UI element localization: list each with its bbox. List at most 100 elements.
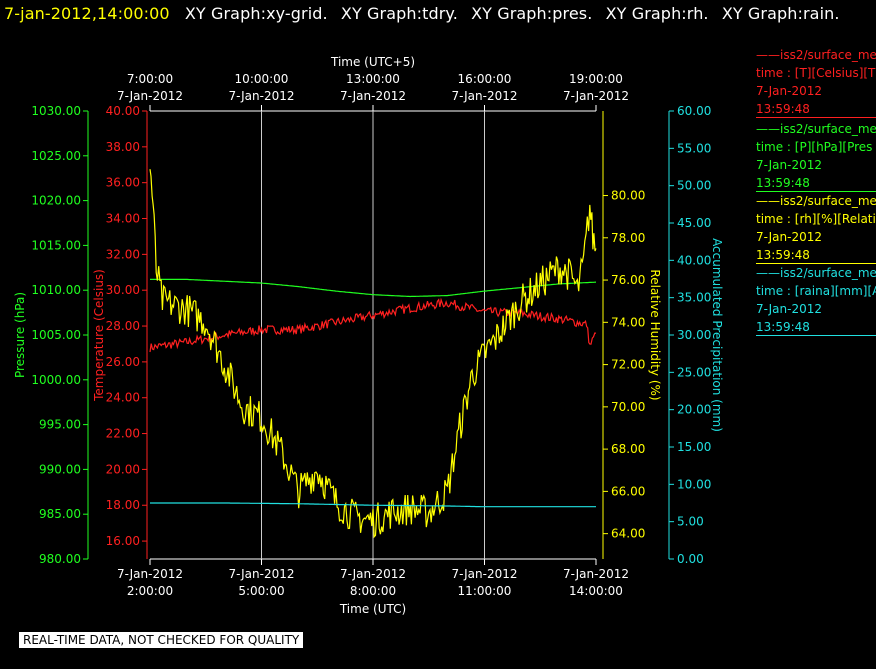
graph-name-xy-grid[interactable]: XY Graph:xy-grid. — [184, 4, 328, 23]
legend-time: 13:59:48 — [756, 248, 810, 262]
temperature-tick-label: 22.00 — [106, 427, 140, 441]
rain-tick-label: 35.00 — [677, 291, 711, 305]
legend-divider — [756, 263, 876, 264]
temperature-tick-label: 18.00 — [106, 498, 140, 512]
pressure-tick-label: 1005.00 — [31, 328, 81, 342]
pressure-tick-label: 995.00 — [39, 418, 81, 432]
temperature-tick-label: 28.00 — [106, 319, 140, 333]
temperature-tick-label: 16.00 — [106, 534, 140, 548]
header-datetime: 7-jan-2012,14:00:00 — [4, 4, 170, 23]
quality-warning: REAL-TIME DATA, NOT CHECKED FOR QUALITY — [19, 632, 304, 648]
legend-series-name: ——iss2/surface_me — [756, 122, 876, 136]
temperature-tick-label: 40.00 — [106, 104, 140, 118]
legend-divider — [756, 117, 876, 118]
legend-date: 7-Jan-2012 — [756, 230, 822, 244]
rain-tick-label: 10.00 — [677, 477, 711, 491]
rain-tick-label: 0.00 — [677, 552, 704, 566]
temperature-series-line — [149, 297, 597, 353]
x-tick-label-bottom-date: 7-Jan-2012 — [117, 567, 183, 581]
legend-entry-rh[interactable]: ——iss2/surface_me time : [rh][%][Relati … — [756, 192, 876, 264]
legend-series-name: ——iss2/surface_me — [756, 266, 876, 280]
x-tick-label-top-time: 7:00:00 — [127, 72, 173, 86]
temperature-tick-label: 20.00 — [106, 462, 140, 476]
rh-tick-label: 66.00 — [611, 484, 645, 498]
rh-tick-label: 70.00 — [611, 400, 645, 414]
pressure-tick-label: 980.00 — [39, 552, 81, 566]
rh-tick-label: 80.00 — [611, 189, 645, 203]
rh-tick-label: 76.00 — [611, 273, 645, 287]
temperature-tick-label: 36.00 — [106, 176, 140, 190]
x-tick-label-top-date: 7-Jan-2012 — [117, 89, 183, 103]
pressure-tick-label: 1025.00 — [31, 149, 81, 163]
rain-tick-label: 15.00 — [677, 440, 711, 454]
x-tick-label-bottom-time: 11:00:00 — [458, 584, 512, 598]
rain-tick-label: 25.00 — [677, 365, 711, 379]
graph-name-tdry[interactable]: XY Graph:tdry. — [340, 4, 458, 23]
temperature-axis-title: Temperature (Celsius) — [92, 269, 106, 402]
x-tick-label-bottom-date: 7-Jan-2012 — [563, 567, 629, 581]
pressure-tick-label: 990.00 — [39, 462, 81, 476]
rh-tick-label: 78.00 — [611, 231, 645, 245]
graph-name-pres[interactable]: XY Graph:pres. — [471, 4, 593, 23]
rh-axis-title: Relative Humidity (%) — [648, 269, 662, 400]
legend-series-name: ——iss2/surface_me — [756, 48, 876, 62]
temperature-tick-label: 24.00 — [106, 391, 140, 405]
rain-tick-label: 5.00 — [677, 515, 704, 529]
pressure-tick-label: 1010.00 — [31, 283, 81, 297]
rh-tick-label: 74.00 — [611, 315, 645, 329]
x-tick-label-top-date: 7-Jan-2012 — [452, 89, 518, 103]
legend-time: 13:59:48 — [756, 320, 810, 334]
temperature-tick-label: 32.00 — [106, 247, 140, 261]
x-tick-label-bottom-time: 8:00:00 — [350, 584, 396, 598]
legend-time: 13:59:48 — [756, 176, 810, 190]
x-tick-label-top-date: 7-Jan-2012 — [563, 89, 629, 103]
rain-tick-label: 55.00 — [677, 141, 711, 155]
legend-series-desc: time : [P][hPa][Pres — [756, 140, 873, 154]
legend-series-desc: time : [raina][mm][A — [756, 284, 876, 298]
x-axis-label-bottom: Time (UTC) — [339, 602, 406, 616]
legend-series-desc: time : [rh][%][Relati — [756, 212, 876, 226]
legend-divider — [756, 335, 876, 336]
x-tick-label-bottom-date: 7-Jan-2012 — [452, 567, 518, 581]
rh-tick-label: 64.00 — [611, 527, 645, 541]
legend-date: 7-Jan-2012 — [756, 84, 822, 98]
x-tick-label-bottom-date: 7-Jan-2012 — [340, 567, 406, 581]
x-tick-label-bottom-date: 7-Jan-2012 — [229, 567, 295, 581]
x-tick-label-top-time: 10:00:00 — [235, 72, 289, 86]
temperature-tick-label: 34.00 — [106, 212, 140, 226]
x-tick-label-top-date: 7-Jan-2012 — [229, 89, 295, 103]
rain-tick-label: 50.00 — [677, 179, 711, 193]
x-axis-label-top: Time (UTC+5) — [330, 55, 415, 69]
legend-entry-pressure[interactable]: ——iss2/surface_me time : [P][hPa][Pres 7… — [756, 120, 876, 192]
pressure-tick-label: 1030.00 — [31, 104, 81, 118]
rain-axis-title: Accumulated Precipitation (mm) — [710, 238, 724, 432]
x-tick-label-bottom-time: 5:00:00 — [238, 584, 284, 598]
legend-entry-rain[interactable]: ——iss2/surface_me time : [raina][mm][A 7… — [756, 264, 876, 336]
rain-tick-label: 60.00 — [677, 104, 711, 118]
temperature-tick-label: 38.00 — [106, 140, 140, 154]
temperature-tick-label: 30.00 — [106, 283, 140, 297]
rain-series-line — [150, 502, 596, 508]
legend-date: 7-Jan-2012 — [756, 302, 822, 316]
temperature-tick-label: 26.00 — [106, 355, 140, 369]
legend-entry-temperature[interactable]: ——iss2/surface_me time : [T][Celsius][T … — [756, 46, 876, 118]
x-tick-label-bottom-time: 14:00:00 — [569, 584, 623, 598]
graph-name-rain[interactable]: XY Graph:rain. — [721, 4, 840, 23]
rain-tick-label: 30.00 — [677, 328, 711, 342]
graph-name-rh[interactable]: XY Graph:rh. — [605, 4, 709, 23]
legend-series-name: ——iss2/surface_me — [756, 194, 876, 208]
x-tick-label-bottom-time: 2:00:00 — [127, 584, 173, 598]
rain-tick-label: 45.00 — [677, 216, 711, 230]
pressure-tick-label: 985.00 — [39, 507, 81, 521]
legend-divider — [756, 191, 876, 192]
x-tick-label-top-time: 13:00:00 — [346, 72, 400, 86]
rain-tick-label: 40.00 — [677, 253, 711, 267]
pressure-series-line — [150, 278, 597, 298]
pressure-tick-label: 1020.00 — [31, 194, 81, 208]
legend-date: 7-Jan-2012 — [756, 158, 822, 172]
legend-time: 13:59:48 — [756, 102, 810, 116]
rh-series-line — [149, 169, 597, 539]
window-header: 7-jan-2012,14:00:00 XY Graph:xy-grid. XY… — [4, 4, 848, 23]
legend-series-desc: time : [T][Celsius][T — [756, 66, 876, 80]
